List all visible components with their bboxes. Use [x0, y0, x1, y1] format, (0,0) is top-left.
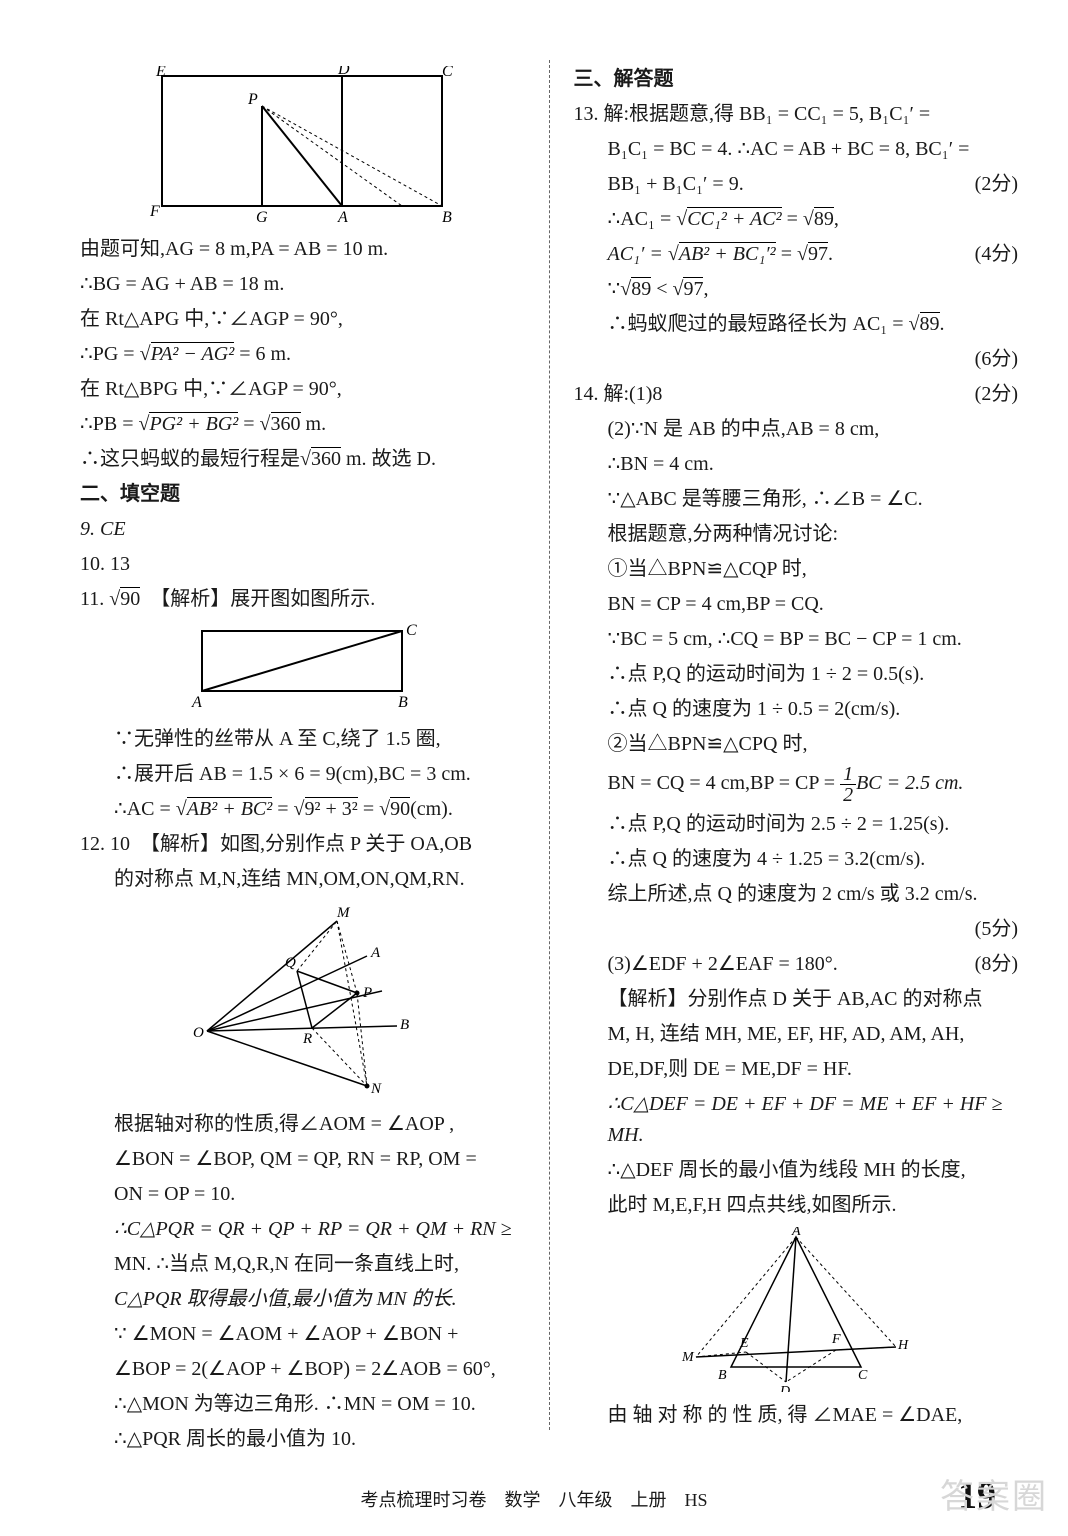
svg-text:E: E — [739, 1336, 749, 1351]
svg-text:D: D — [337, 66, 350, 78]
text-line: ∴点 Q 的速度为 4 ÷ 1.25 = 3.2(cm/s). — [574, 844, 1019, 875]
right-column: 三、解答题 13. 解:根据题意,得 BB₁ = CC₁ = 5, B₁C₁′ … — [574, 60, 1019, 1430]
column-divider — [549, 60, 550, 1430]
svg-text:G: G — [256, 209, 268, 226]
svg-text:M: M — [336, 905, 351, 921]
text-line: (2)∵N 是 AB 的中点,AB = 8 cm, — [574, 414, 1019, 445]
section-heading: 三、解答题 — [574, 64, 1019, 95]
text-line: B₁C₁ = BC = 4. ∴AC = AB + BC = 8, BC₁′ = — [574, 134, 1019, 165]
text-line: ∴PG = √PA² − AG² = 6 m. — [80, 339, 525, 370]
score-badge: (8分) — [975, 949, 1018, 980]
svg-text:F: F — [149, 203, 160, 220]
figure-rectangle-epfgab: E D C P F G A B — [142, 66, 462, 226]
score-badge: (2分) — [975, 379, 1018, 410]
q14-line: 14. 解:(1)8(2分) — [574, 379, 1019, 410]
q13-line: 13. 解:根据题意,得 BB₁ = CC₁ = 5, B₁C₁′ = — [574, 99, 1019, 130]
section-heading: 二、填空题 — [80, 479, 525, 510]
text-line: BB₁ + B₁C₁′ = 9.(2分) — [574, 169, 1019, 200]
score-line: (6分) — [574, 344, 1019, 375]
text-line: ∵ ∠MON = ∠AOM + ∠AOP + ∠BON + — [80, 1319, 525, 1350]
text-line: ∴AC = √AB² + BC² = √9² + 3² = √90(cm). — [80, 794, 525, 825]
score-badge: (4分) — [975, 239, 1018, 270]
svg-text:C: C — [406, 622, 417, 639]
text-line: 综上所述,点 Q 的速度为 2 cm/s 或 3.2 cm/s. — [574, 879, 1019, 910]
text-line: ∴△MON 为等边三角形. ∴MN = OM = 10. — [80, 1389, 525, 1420]
text-line: 根据轴对称的性质,得∠AOM = ∠AOP , — [80, 1109, 525, 1140]
text-line: ∴点 P,Q 的运动时间为 1 ÷ 2 = 0.5(s). — [574, 659, 1019, 690]
text-line: ∴△PQR 周长的最小值为 10. — [80, 1424, 525, 1455]
text-line: ①当△BPN≌△CQP 时, — [574, 554, 1019, 585]
text-line: 由题可知,AG = 8 m,PA = AB = 10 m. — [80, 234, 525, 265]
svg-text:F: F — [831, 1332, 841, 1347]
page-footer: 考点梳理时习卷 数学 八年级 上册 HS — [0, 1486, 1068, 1512]
svg-text:A: A — [370, 945, 381, 961]
figure-triangle-def: A M B E D C F H — [676, 1227, 916, 1392]
text-line: C△PQR 取得最小值,最小值为 MN 的长. — [80, 1284, 525, 1315]
svg-text:P: P — [362, 985, 372, 1001]
text-line: DE,DF,则 DE = ME,DF = HF. — [574, 1054, 1019, 1085]
score-badge: (2分) — [975, 169, 1018, 200]
text-line: ∴△DEF 周长的最小值为线段 MH 的长度, — [574, 1155, 1019, 1186]
text-line: 【解析】分别作点 D 关于 AB,AC 的对称点 — [574, 984, 1019, 1015]
svg-text:O: O — [193, 1025, 204, 1041]
svg-text:A: A — [191, 694, 202, 711]
text-line: ∵无弹性的丝带从 A 至 C,绕了 1.5 圈, — [80, 724, 525, 755]
score-line: (5分) — [574, 914, 1019, 945]
text-line: ∴PB = √PG² + BG² = √360 m. — [80, 409, 525, 440]
text-line: M, H, 连结 MH, ME, EF, HF, AD, AM, AH, — [574, 1019, 1019, 1050]
text-line: MN. ∴当点 M,Q,R,N 在同一条直线上时, — [80, 1249, 525, 1280]
text-line: ∵BC = 5 cm, ∴CQ = BP = BC − CP = 1 cm. — [574, 624, 1019, 655]
left-column: E D C P F G A B 由题可知,AG = 8 m,PA = AB = … — [80, 60, 525, 1430]
text-line: 的对称点 M,N,连结 MN,OM,ON,QM,RN. — [80, 864, 525, 895]
text-line: ∴点 P,Q 的运动时间为 2.5 ÷ 2 = 1.25(s). — [574, 809, 1019, 840]
svg-text:D: D — [779, 1384, 790, 1392]
text-line: ∴蚂蚁爬过的最短路径长为 AC₁ = √89. — [574, 309, 1019, 340]
answer-9: 9. CE — [80, 514, 525, 545]
svg-text:Q: Q — [285, 955, 296, 971]
svg-text:A: A — [791, 1227, 801, 1239]
text-line: ∵△ABC 是等腰三角形, ∴∠B = ∠C. — [574, 484, 1019, 515]
text-line: ∵√89 < √97, — [574, 274, 1019, 305]
text-line: ∴这只蚂蚁的最短行程是√360 m. 故选 D. — [80, 444, 525, 475]
text-line: ②当△BPN≌△CPQ 时, — [574, 729, 1019, 760]
figure-unroll-rect: A B C — [172, 621, 432, 716]
text-line: ∴展开后 AB = 1.5 × 6 = 9(cm),BC = 3 cm. — [80, 759, 525, 790]
text-line: (3)∠EDF + 2∠EAF = 180°.(8分) — [574, 949, 1019, 980]
text-line: AC₁′ = √AB² + BC₁′² = √97.(4分) — [574, 239, 1019, 270]
text-line: 在 Rt△APG 中,∵∠AGP = 90°, — [80, 304, 525, 335]
text-line: ∠BOP = 2(∠AOP + ∠BOP) = 2∠AOB = 60°, — [80, 1354, 525, 1385]
svg-text:B: B — [718, 1368, 727, 1383]
svg-text:E: E — [155, 66, 166, 80]
text-line: ∴点 Q 的速度为 1 ÷ 0.5 = 2(cm/s). — [574, 694, 1019, 725]
svg-text:B: B — [400, 1017, 409, 1033]
svg-text:B: B — [442, 209, 452, 226]
text-line: ∴AC₁ = √CC₁² + AC² = √89, — [574, 204, 1019, 235]
svg-text:R: R — [302, 1031, 312, 1047]
text-line: ON = OP = 10. — [80, 1179, 525, 1210]
text-line: BN = CP = 4 cm,BP = CQ. — [574, 589, 1019, 620]
text-line: 根据题意,分两种情况讨论: — [574, 519, 1019, 550]
svg-text:M: M — [681, 1350, 695, 1365]
svg-text:C: C — [442, 66, 453, 80]
svg-text:C: C — [858, 1368, 868, 1383]
svg-text:A: A — [337, 209, 348, 226]
text-line: 此时 M,E,F,H 四点共线,如图所示. — [574, 1190, 1019, 1221]
text-line: BN = CQ = 4 cm,BP = CP = 12BC = 2.5 cm. — [574, 764, 1019, 805]
figure-angle-symmetry: O M A Q P B R N — [187, 901, 417, 1101]
watermark: 答案圈 — [940, 1469, 1048, 1518]
svg-text:H: H — [897, 1338, 909, 1353]
answer-11: 11. √90 【解析】展开图如图所示. — [80, 584, 525, 615]
svg-text:B: B — [398, 694, 408, 711]
text-line: 在 Rt△BPG 中,∵∠AGP = 90°, — [80, 374, 525, 405]
text-line: ∴BN = 4 cm. — [574, 449, 1019, 480]
answer-10: 10. 13 — [80, 549, 525, 580]
text-line: 由 轴 对 称 的 性 质, 得 ∠MAE = ∠DAE, — [574, 1400, 1019, 1431]
text-line: ∴BG = AG + AB = 18 m. — [80, 269, 525, 300]
answer-12: 12. 10 【解析】如图,分别作点 P 关于 OA,OB — [80, 829, 525, 860]
text-line: ∴C△DEF = DE + EF + DF = ME + EF + HF ≥ M… — [574, 1089, 1019, 1151]
text-line: ∴C△PQR = QR + QP + RP = QR + QM + RN ≥ — [80, 1214, 525, 1245]
svg-text:N: N — [370, 1081, 382, 1097]
text-line: ∠BON = ∠BOP, QM = QP, RN = RP, OM = — [80, 1144, 525, 1175]
svg-text:P: P — [247, 91, 258, 108]
